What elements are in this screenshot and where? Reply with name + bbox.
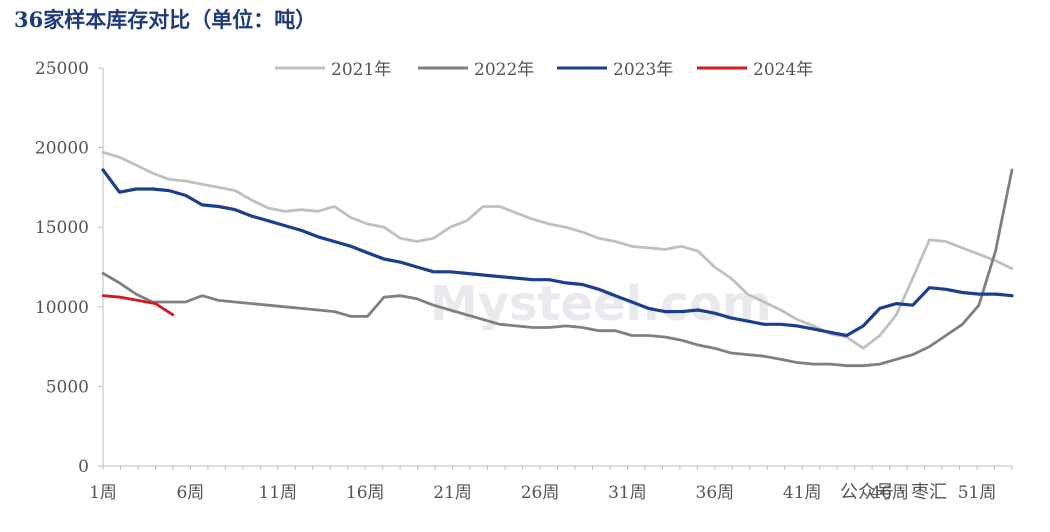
x-tick-label: 16周 (346, 483, 385, 503)
x-tick-label: 21周 (433, 483, 472, 503)
x-tick-label: 41周 (783, 483, 822, 503)
legend-label: 2024年 (753, 60, 813, 80)
legend: 2021年 2022年 2023年 2024年 (275, 60, 813, 80)
legend-label: 2023年 (613, 60, 673, 80)
y-axis: 0 5000 10000 15000 20000 25000 (35, 59, 104, 477)
y-tick-label: 25000 (35, 59, 89, 79)
series-line-2022 (101, 168, 1014, 368)
x-tick-label: 1周 (89, 483, 117, 503)
x-tick-label: 31周 (608, 483, 647, 503)
credit-text: 公众号 · 枣汇 (840, 482, 947, 503)
x-tick-label: 51周 (958, 483, 997, 503)
y-tick-label: 0 (78, 457, 89, 477)
y-tick-label: 5000 (46, 377, 89, 397)
chart-title: 36家样本库存对比（单位：吨） (14, 7, 317, 32)
x-tick-label: 46周 (870, 483, 909, 503)
y-tick-label: 20000 (35, 139, 89, 159)
x-tick-label: 11周 (258, 483, 297, 503)
y-tick-label: 10000 (35, 298, 89, 318)
series-line-2023 (101, 168, 1014, 338)
legend-label: 2022年 (474, 60, 534, 80)
series-line-2024 (101, 294, 175, 317)
x-tick-label: 36周 (696, 483, 735, 503)
series-line-2021 (101, 150, 1014, 350)
series-layer (101, 150, 1014, 368)
x-tick-label: 6周 (176, 483, 204, 503)
y-tick-label: 15000 (35, 218, 89, 238)
watermark: Mysteel.com (430, 276, 772, 332)
x-axis: 1周 6周 11周 16周 21周 26周 31周 36周 41周 46周 51周 (89, 465, 1013, 503)
legend-label: 2021年 (331, 60, 391, 80)
x-tick-label: 26周 (521, 483, 560, 503)
